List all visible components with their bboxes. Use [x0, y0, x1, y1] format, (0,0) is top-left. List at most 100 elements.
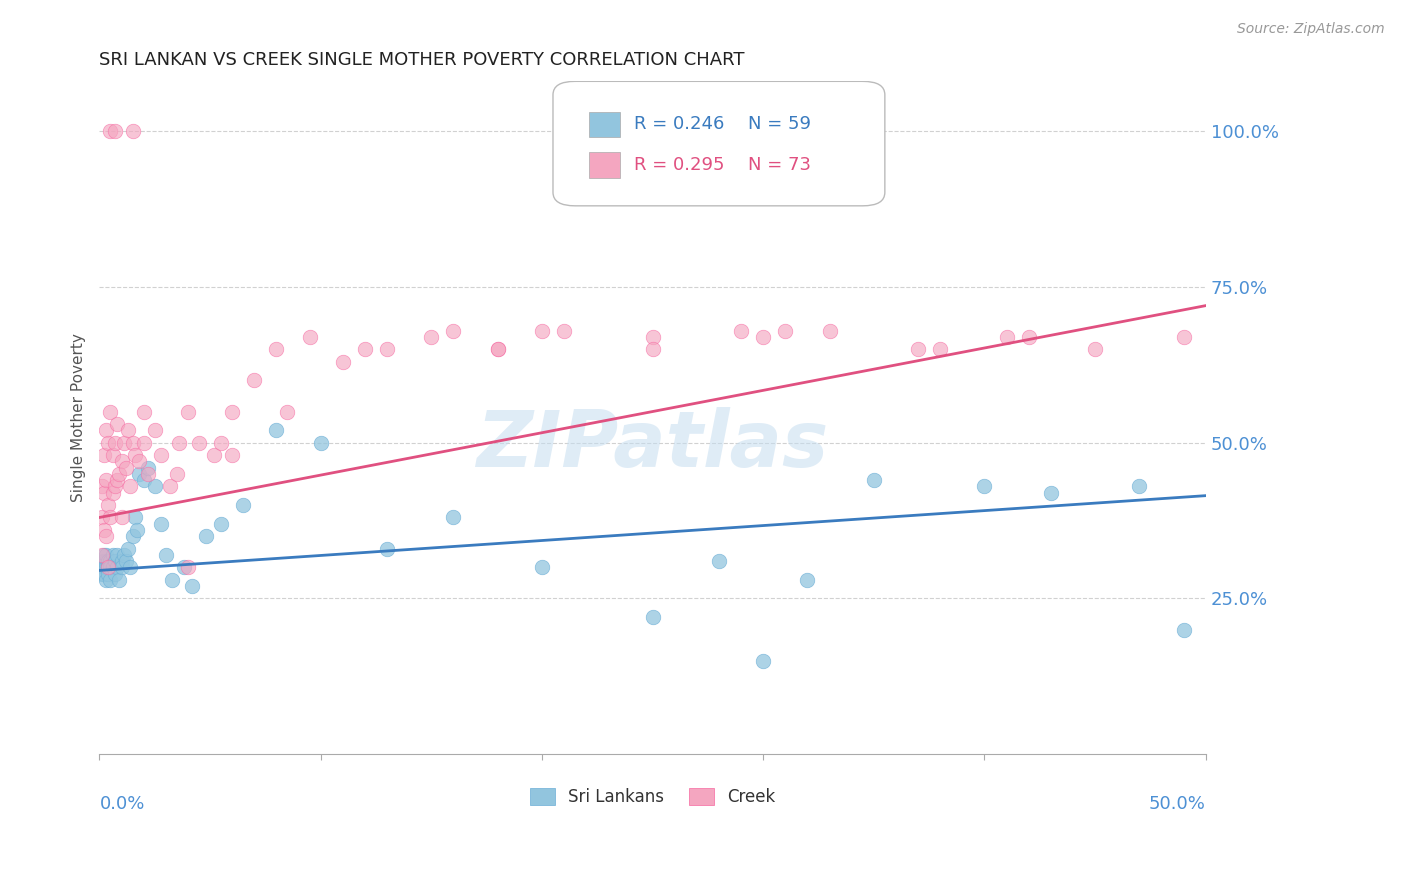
Point [132, 404, 155, 418]
Point [97, 554, 120, 568]
Point [90, 560, 112, 574]
Point [188, 435, 211, 450]
Point [121, 435, 143, 450]
Text: R = 0.295: R = 0.295 [634, 156, 724, 174]
Text: N = 59: N = 59 [748, 115, 811, 134]
Point [110, 554, 132, 568]
Point [1084, 343, 1107, 357]
Point [907, 343, 929, 357]
Point [173, 560, 195, 574]
Point [120, 479, 142, 493]
Point [730, 324, 752, 338]
Point [108, 573, 131, 587]
Point [309, 435, 332, 450]
Point [93, 448, 115, 462]
Point [93, 548, 115, 562]
Point [298, 330, 321, 344]
Point [752, 654, 775, 668]
Point [796, 573, 818, 587]
Point [94, 423, 117, 437]
Point [441, 324, 464, 338]
Point [100, 560, 122, 574]
Point [143, 479, 166, 493]
Point [100, 554, 122, 568]
Point [97, 560, 120, 574]
Point [94, 573, 117, 587]
Point [1018, 330, 1040, 344]
Point [101, 560, 124, 574]
Point [707, 554, 730, 568]
Point [90, 548, 112, 562]
Point [243, 373, 266, 387]
Point [117, 541, 139, 556]
Point [110, 560, 132, 574]
Point [112, 548, 135, 562]
Point [110, 454, 132, 468]
Point [100, 510, 122, 524]
Point [93, 523, 115, 537]
Point [121, 529, 143, 543]
Point [641, 610, 664, 624]
Point [97, 498, 120, 512]
Point [97, 566, 120, 581]
Point [232, 498, 254, 512]
Point [105, 548, 128, 562]
Point [128, 454, 150, 468]
Point [420, 330, 443, 344]
Point [266, 423, 288, 437]
Point [177, 560, 200, 574]
Point [125, 523, 148, 537]
FancyBboxPatch shape [553, 81, 884, 206]
Point [132, 473, 155, 487]
Point [100, 573, 122, 587]
Point [266, 343, 288, 357]
Point [105, 560, 128, 574]
Point [104, 479, 127, 493]
Point [101, 548, 124, 562]
Point [354, 343, 377, 357]
Point [204, 448, 226, 462]
Point [143, 423, 166, 437]
Legend: Sri Lankans, Creek: Sri Lankans, Creek [523, 781, 782, 814]
Point [1128, 479, 1150, 493]
Text: R = 0.246: R = 0.246 [634, 115, 724, 134]
Point [150, 448, 173, 462]
Text: N = 73: N = 73 [748, 156, 811, 174]
Point [375, 343, 398, 357]
Point [128, 467, 150, 481]
Point [641, 330, 664, 344]
Point [94, 560, 117, 574]
Point [332, 355, 354, 369]
Point [90, 554, 112, 568]
Point [94, 473, 117, 487]
Point [136, 460, 159, 475]
Point [121, 124, 143, 138]
Text: Source: ZipAtlas.com: Source: ZipAtlas.com [1237, 22, 1385, 37]
Point [117, 423, 139, 437]
Point [112, 435, 135, 450]
Point [101, 448, 124, 462]
Point [136, 467, 159, 481]
Point [375, 541, 398, 556]
Point [486, 343, 509, 357]
Point [93, 554, 115, 568]
Point [104, 554, 127, 568]
Point [90, 566, 112, 581]
Point [94, 529, 117, 543]
Point [93, 560, 115, 574]
Point [166, 467, 188, 481]
Point [441, 510, 464, 524]
Point [97, 560, 120, 574]
Point [775, 324, 797, 338]
Point [221, 448, 243, 462]
Point [108, 467, 131, 481]
Point [530, 324, 553, 338]
Point [104, 566, 127, 581]
Point [929, 343, 952, 357]
Text: SRI LANKAN VS CREEK SINGLE MOTHER POVERTY CORRELATION CHART: SRI LANKAN VS CREEK SINGLE MOTHER POVERT… [100, 51, 745, 69]
Point [995, 330, 1018, 344]
Point [209, 435, 232, 450]
Point [104, 124, 127, 138]
Point [124, 510, 146, 524]
Point [97, 435, 120, 450]
